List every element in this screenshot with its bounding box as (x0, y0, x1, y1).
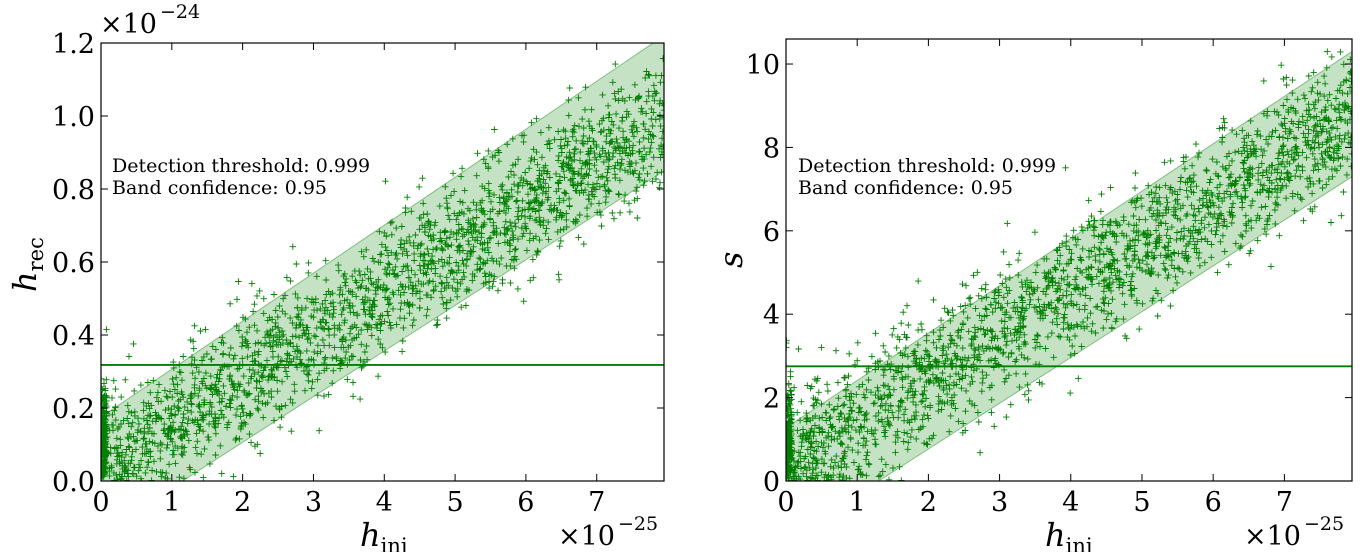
y-tick-label: 0.2 (52, 394, 95, 425)
x-tick-label: 7 (588, 487, 605, 518)
x-multiplier-base: ×10 (558, 521, 615, 552)
x-axis-label-subscript: inj (1066, 534, 1093, 552)
y-tick-label: 0.4 (52, 321, 95, 352)
left-chart-panel: 0 1 2 3 4 5 6 7 0.0 0.2 0.4 0.6 0.8 1.0 1.2 Detection … (6, 1, 665, 552)
x-tick-label: 3 (991, 487, 1008, 518)
band-upper-edge (786, 51, 1352, 429)
x-tick-label: 4 (1062, 487, 1079, 518)
right-chart-panel: 0 1 2 3 4 5 6 7 0 2 4 6 8 10 Detection threshold: 0.9… (712, 38, 1353, 552)
y-tick-label: 0.8 (52, 175, 95, 206)
y-multiplier-base: ×10 (100, 9, 157, 40)
y-axis-label: s (712, 252, 750, 268)
annotation-band-confidence: Band confidence: 0.95 (112, 177, 327, 199)
scatter-markers (101, 55, 664, 481)
x-tick-label: 6 (517, 487, 534, 518)
band-upper-edge (101, 43, 655, 418)
x-axis-label-symbol: h (360, 516, 381, 552)
band-lower-edge (182, 170, 664, 481)
x-axis-label: hinj (1045, 516, 1092, 552)
y-tick-label: 1.0 (52, 102, 95, 133)
plot-frame (785, 38, 1353, 482)
x-tick-label: 2 (234, 487, 251, 518)
y-tick-label: 0.0 (52, 467, 95, 498)
y-axis-label: hrec (6, 237, 48, 292)
annotation-band-confidence: Band confidence: 0.95 (798, 177, 1013, 199)
y-tick-label: 10 (746, 50, 780, 81)
scatter-points-series (101, 55, 664, 481)
y-tick-label: 0.6 (52, 248, 95, 279)
y-tick-label: 4 (763, 300, 780, 331)
y-tick-label: 0 (763, 467, 780, 498)
x-axis-label-subscript: inj (381, 534, 408, 552)
scatter-points-series (786, 48, 1352, 481)
x-tick-label: 5 (1133, 487, 1150, 518)
x-tick-label: 6 (1205, 487, 1222, 518)
y-multiplier-exponent: −24 (160, 1, 200, 23)
band-lower-edge (878, 176, 1352, 481)
axis-ticks: 0 1 2 3 4 5 6 7 0.0 0.2 0.4 0.6 0.8 1.0 1.2 (52, 29, 664, 518)
x-tick-label: 1 (163, 487, 180, 518)
y-tick-label: 8 (763, 133, 780, 164)
y-axis-label-subscript: rec (24, 237, 48, 271)
x-axis-label-symbol: h (1045, 516, 1066, 552)
scatter-markers (786, 48, 1352, 481)
x-tick-label: 1 (849, 487, 866, 518)
x-multiplier-base: ×10 (1244, 521, 1301, 552)
x-multiplier-exponent: −25 (618, 513, 658, 535)
annotation-detection-threshold: Detection threshold: 0.999 (112, 155, 370, 177)
y-axis-label-symbol: h (6, 271, 44, 292)
x-multiplier-exponent: −25 (1304, 513, 1344, 535)
x-tick-label: 5 (446, 487, 463, 518)
x-tick-label: 0 (777, 487, 794, 518)
x-tick-label: 2 (920, 487, 937, 518)
annotation-detection-threshold: Detection threshold: 0.999 (798, 155, 1056, 177)
y-tick-label: 1.2 (52, 29, 95, 60)
x-tick-label: 7 (1276, 487, 1293, 518)
x-tick-label: 0 (92, 487, 109, 518)
axis-ticks: 0 1 2 3 4 5 6 7 0 2 4 6 8 10 (746, 39, 1352, 518)
y-tick-label: 6 (763, 217, 780, 248)
x-axis-label: hinj (360, 516, 407, 552)
y-tick-label: 2 (763, 384, 780, 415)
x-tick-label: 4 (376, 487, 393, 518)
x-tick-label: 3 (305, 487, 322, 518)
